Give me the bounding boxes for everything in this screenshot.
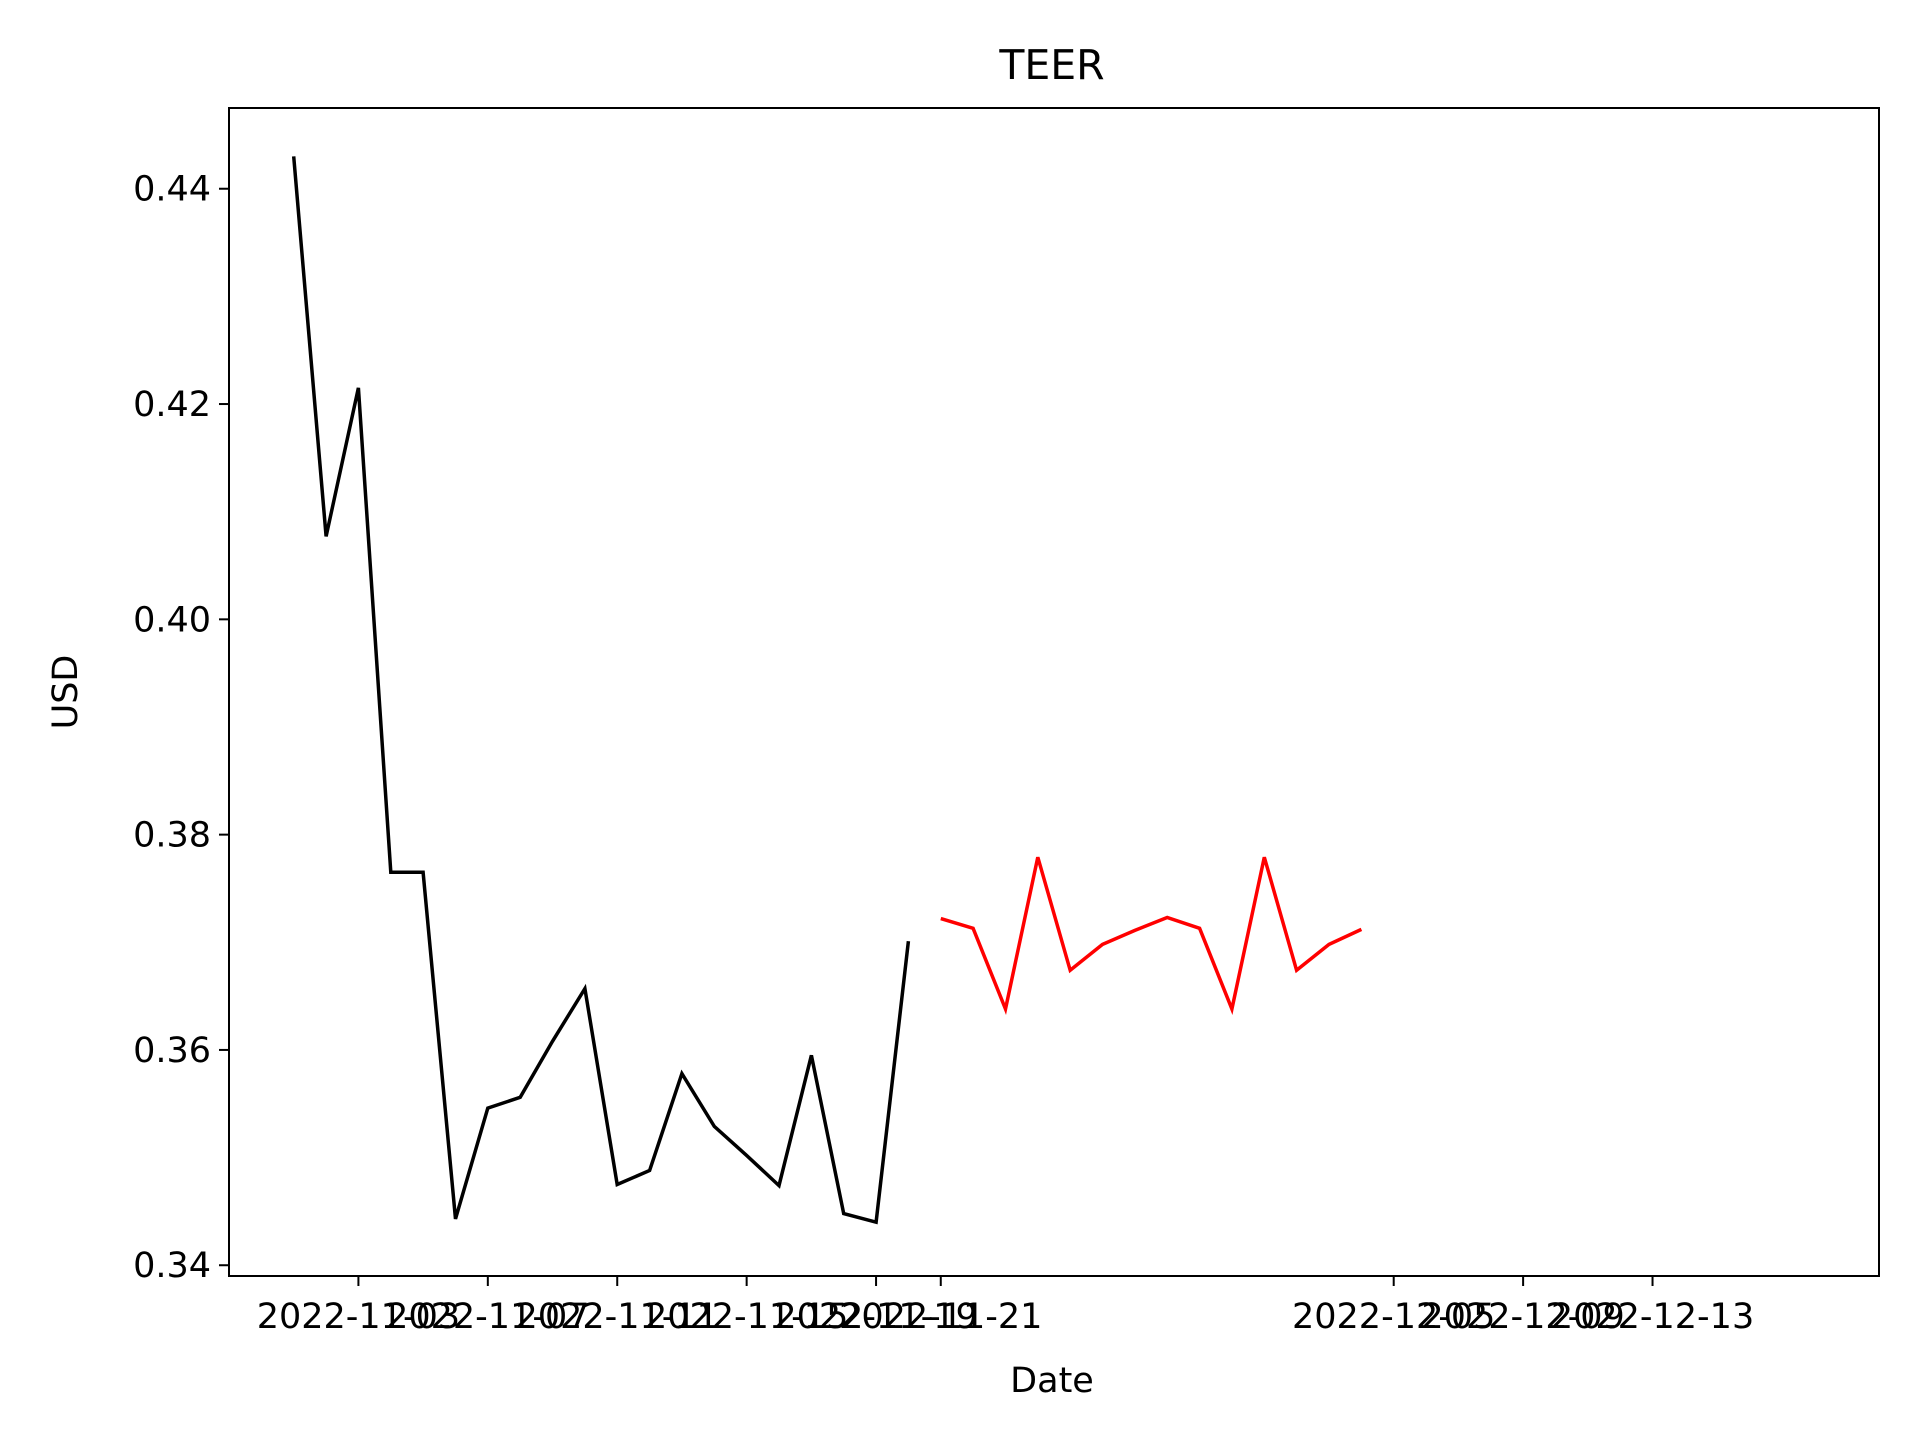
x-tick-label: 2022-12-05 [1292,1297,1495,1337]
series-layer [291,156,1363,1225]
series-line-2 [940,856,1363,1015]
x-axis: 2022-11-032022-11-072022-11-112022-11-15… [257,1276,1754,1337]
x-tick-label: 2022-11-19 [774,1297,977,1337]
y-tick-label: 0.44 [133,170,211,210]
x-axis-label: Date [1010,1361,1094,1401]
chart-title: TEER [998,41,1104,89]
y-axis-label: USD [46,655,86,730]
series-line-1 [291,156,911,1225]
x-tick-label: 2022-12-13 [1551,1297,1754,1337]
x-tick-label: 2022-11-15 [645,1297,848,1337]
plot-frame [228,107,1880,1277]
x-tick-label: 2022-11-03 [257,1297,460,1337]
x-tick-label: 2022-12-09 [1421,1297,1624,1337]
y-tick-label: 0.42 [133,385,211,425]
y-tick-label: 0.40 [133,600,211,640]
y-tick-label: 0.38 [133,816,211,856]
y-axis: 0.34 0.36 0.38 0.40 0.42 0.44 [133,170,229,1286]
y-tick-label: 0.34 [133,1246,211,1286]
y-tick-label: 0.36 [133,1031,211,1071]
x-tick-label: 2022-11-07 [386,1297,589,1337]
x-tick-label: 2022-11-11 [516,1297,719,1337]
x-tick-label: 2022-11-21 [839,1297,1042,1337]
